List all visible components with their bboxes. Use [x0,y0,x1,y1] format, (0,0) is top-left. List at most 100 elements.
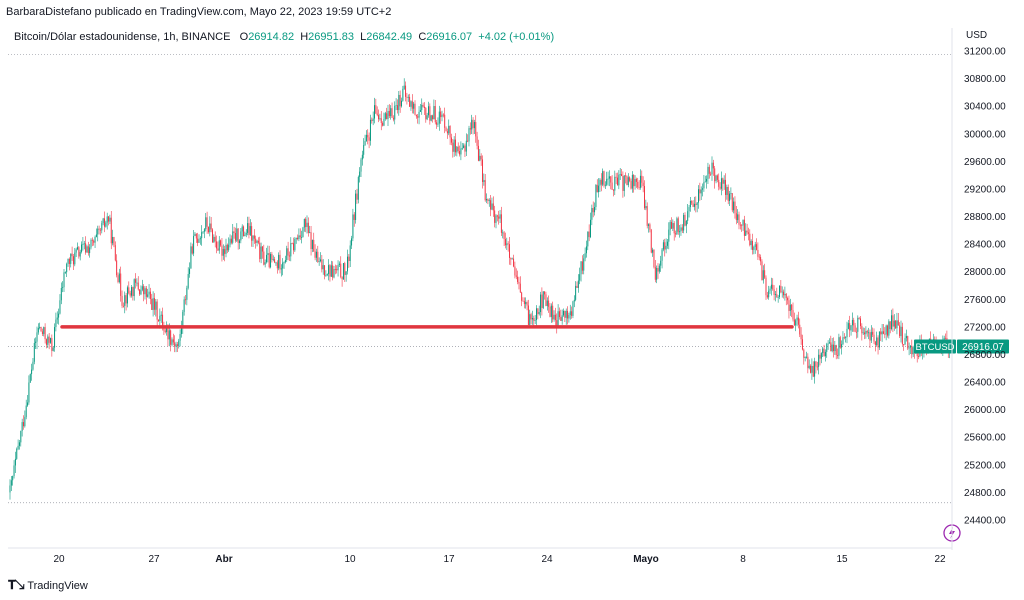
candle-body[interactable] [849,323,851,331]
candle-body[interactable] [86,246,88,253]
candle-body[interactable] [735,213,737,221]
candle-body[interactable] [10,480,12,486]
candle-body[interactable] [554,314,556,321]
candle-body[interactable] [293,243,294,251]
candle-body[interactable] [639,175,641,188]
candle-body[interactable] [83,243,85,245]
candle-body[interactable] [510,257,512,260]
candle-body[interactable] [869,332,871,341]
candle-body[interactable] [93,240,95,243]
candle-body[interactable] [877,337,879,348]
candle-body[interactable] [506,243,508,246]
candle-body[interactable] [368,137,370,141]
candle-body[interactable] [340,263,342,277]
candle-body[interactable] [218,240,220,251]
candle-body[interactable] [588,231,590,238]
candle-body[interactable] [773,289,775,295]
candle-body[interactable] [206,217,208,227]
candle-body[interactable] [745,230,747,236]
candle-body[interactable] [63,272,65,288]
candle-body[interactable] [332,265,334,278]
candle-body[interactable] [183,299,185,312]
candle-body[interactable] [379,118,381,120]
candle-body[interactable] [141,286,143,290]
candle-body[interactable] [224,249,226,254]
candle-body[interactable] [880,331,882,335]
candle-body[interactable] [730,193,732,195]
candle-body[interactable] [644,186,645,209]
candle-body[interactable] [51,338,53,351]
candle-body[interactable] [174,342,176,347]
candle-body[interactable] [810,365,812,373]
candle-body[interactable] [538,312,540,315]
candle-body[interactable] [573,299,575,302]
candle-body[interactable] [465,140,467,152]
candle-body[interactable] [440,111,442,118]
candle-body[interactable] [537,308,539,315]
candle-body[interactable] [417,116,419,118]
candle-body[interactable] [153,298,155,310]
candle-body[interactable] [698,189,699,203]
candle-body[interactable] [329,265,331,277]
candle-body[interactable] [52,347,54,351]
candle-body[interactable] [290,243,292,257]
candle-body[interactable] [144,288,146,295]
candle-body[interactable] [94,236,96,243]
candle-body[interactable] [162,314,164,329]
candle-body[interactable] [823,348,825,357]
candle-body[interactable] [407,96,409,98]
candle-body[interactable] [629,177,631,181]
candle-body[interactable] [214,236,216,242]
candle-body[interactable] [309,232,311,234]
candle-body[interactable] [552,305,554,320]
candle-body[interactable] [870,331,872,341]
candle-body[interactable] [818,354,820,367]
candle-body[interactable] [630,180,632,189]
candle-body[interactable] [685,220,687,226]
candle-body[interactable] [330,265,332,277]
candle-body[interactable] [201,232,203,239]
candle-body[interactable] [168,330,170,340]
candle-body[interactable] [67,258,69,264]
candle-body[interactable] [81,244,83,252]
candle-body[interactable] [494,210,496,223]
candle-body[interactable] [390,108,392,117]
candle-body[interactable] [569,311,571,316]
candle-body[interactable] [29,374,31,383]
candle-body[interactable] [299,235,301,238]
candle-body[interactable] [9,485,11,493]
candle-body[interactable] [64,272,66,273]
candle-body[interactable] [579,274,581,281]
candle-body[interactable] [622,176,624,191]
candle-body[interactable] [444,114,446,128]
candle-body[interactable] [584,253,586,259]
candle-body[interactable] [180,326,182,335]
candle-body[interactable] [163,328,165,331]
candle-body[interactable] [788,300,790,311]
candle-body[interactable] [297,237,299,240]
candle-body[interactable] [668,229,670,242]
candle-body[interactable] [32,361,34,370]
candle-body[interactable] [781,291,783,293]
candle-body[interactable] [241,226,243,232]
candle-body[interactable] [896,320,898,329]
candle-body[interactable] [110,217,112,244]
candle-body[interactable] [386,113,388,120]
candle-body[interactable] [268,253,270,268]
candle-body[interactable] [564,310,566,318]
candle-body[interactable] [240,231,242,241]
candle-body[interactable] [531,318,533,320]
candle-body[interactable] [437,123,439,125]
candle-body[interactable] [793,319,795,326]
candle-body[interactable] [205,217,207,230]
candle-body[interactable] [688,207,690,212]
candle-body[interactable] [70,253,72,264]
candle-body[interactable] [298,235,300,240]
candle-body[interactable] [711,162,713,175]
candle-body[interactable] [525,302,527,305]
candle-body[interactable] [399,94,401,107]
candle-body[interactable] [633,174,635,187]
candle-body[interactable] [384,113,386,119]
candle-body[interactable] [504,239,506,246]
candle-body[interactable] [833,344,834,352]
